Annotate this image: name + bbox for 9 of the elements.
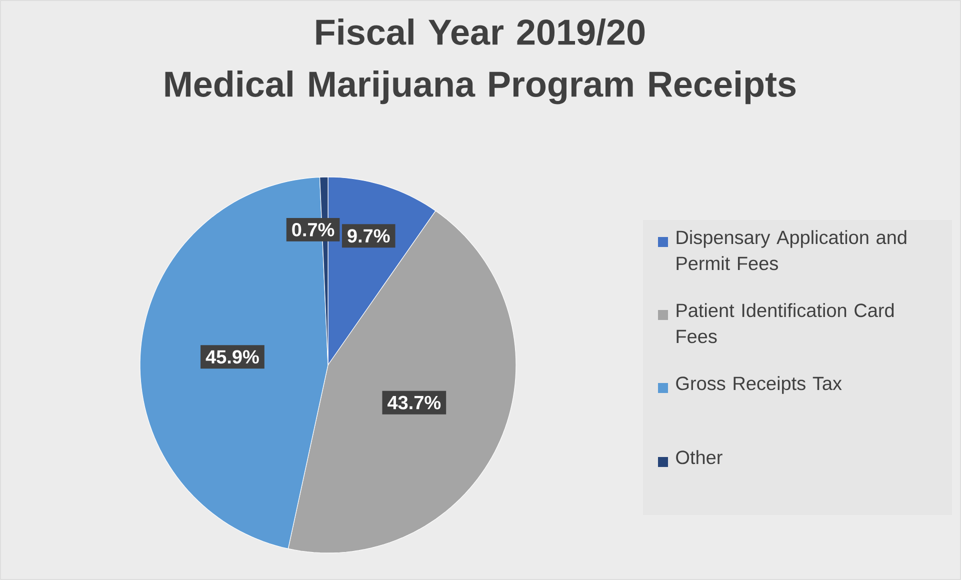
data-label: 45.9%: [206, 350, 259, 364]
legend-label: Patient Identification Card Fees: [676, 303, 894, 344]
data-label: 43.7%: [388, 396, 441, 410]
data-label: 0.7%: [292, 222, 334, 236]
legend-label: Dispensary Application and Permit Fees: [676, 230, 906, 270]
legend-label: Other: [676, 450, 722, 464]
legend-label: Gross Receipts Tax: [676, 376, 842, 394]
chart-title: Fiscal Year 2019/20 Medical Marijuana Program Receipts: [165, 18, 796, 104]
data-label: 9.7%: [348, 229, 390, 243]
